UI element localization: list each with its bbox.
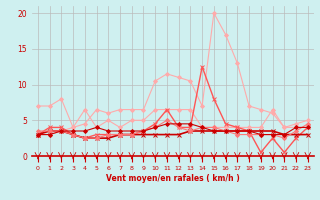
- X-axis label: Vent moyen/en rafales ( km/h ): Vent moyen/en rafales ( km/h ): [106, 174, 240, 183]
